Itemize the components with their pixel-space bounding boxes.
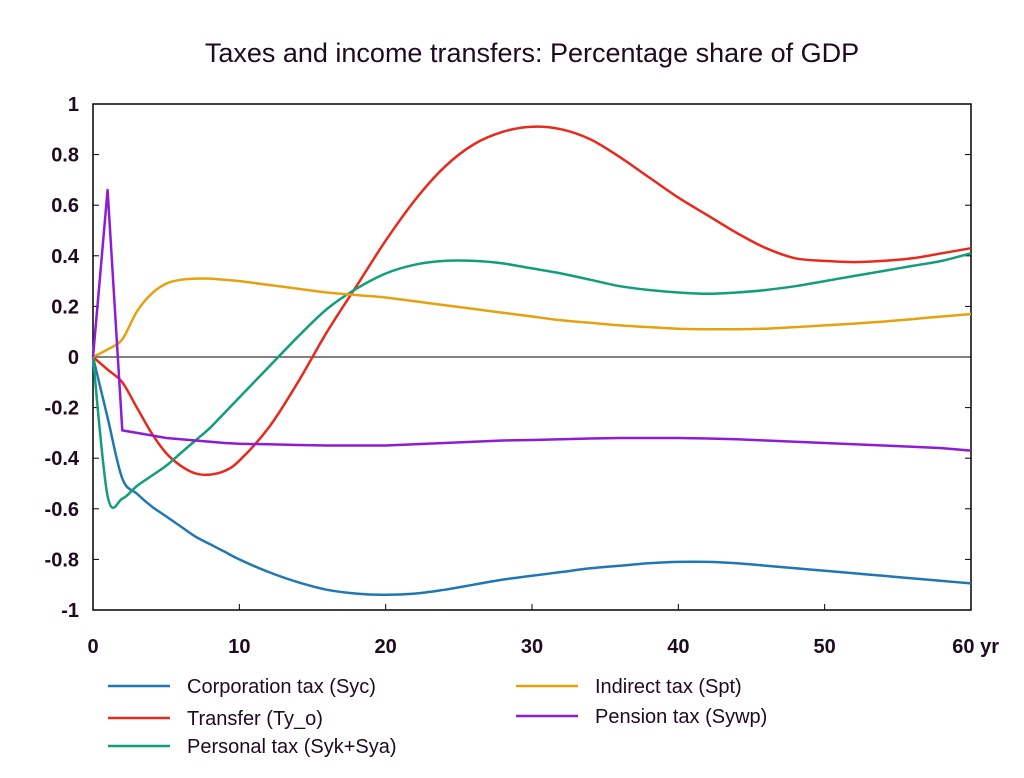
legend-label-personal-tax: Personal tax (Syk+Sya) <box>187 736 397 758</box>
y-tick-label: 1 <box>68 94 79 116</box>
x-tick-label: 20 <box>375 636 397 658</box>
y-tick-label: -1 <box>61 600 79 622</box>
x-tick-label: 40 <box>667 636 689 658</box>
legend-label-pension-tax: Pension tax (Sywp) <box>595 706 767 728</box>
x-tick-label: 30 <box>521 636 543 658</box>
y-tick-label: 0.4 <box>51 246 80 268</box>
x-axis: 0 10 20 30 40 50 60 yr <box>87 604 999 658</box>
y-tick-label: 0.8 <box>51 145 79 167</box>
y-axis: 1 0.8 0.6 0.4 0.2 0 -0.2 -0.4 -0.6 -0.8 -1 <box>45 94 971 622</box>
legend-label-transfer: Transfer (Ty_o) <box>187 708 323 730</box>
y-tick-label: -0.8 <box>45 549 79 571</box>
transfer-line <box>92 125 972 477</box>
x-tick-label: 50 <box>814 636 836 658</box>
y-tick-label: 0.2 <box>51 296 79 318</box>
y-tick-label: -0.6 <box>45 499 79 521</box>
legend-label-corporation-tax: Corporation tax (Syc) <box>187 676 376 698</box>
corporation-tax-line <box>91 356 972 597</box>
x-tick-label: 0 <box>87 636 98 658</box>
y-tick-label: -0.2 <box>45 398 79 420</box>
legend-label-indirect-tax: Indirect tax (Spt) <box>595 676 742 698</box>
legend: Corporation tax (Syc) Transfer (Ty_o) Pers… <box>108 676 767 758</box>
chart-title: Taxes and income transfers: Percentage s… <box>205 38 859 68</box>
y-tick-label: -0.4 <box>45 448 80 470</box>
pension-tax-line <box>91 188 972 452</box>
y-tick-label: 0 <box>68 347 79 369</box>
x-tick-label: 60 yr <box>952 636 999 658</box>
y-tick-label: 0.6 <box>51 195 79 217</box>
personal-tax-line <box>91 252 972 510</box>
indirect-tax-line <box>92 277 972 359</box>
x-tick-label: 10 <box>228 636 250 658</box>
series-lines <box>91 125 972 597</box>
